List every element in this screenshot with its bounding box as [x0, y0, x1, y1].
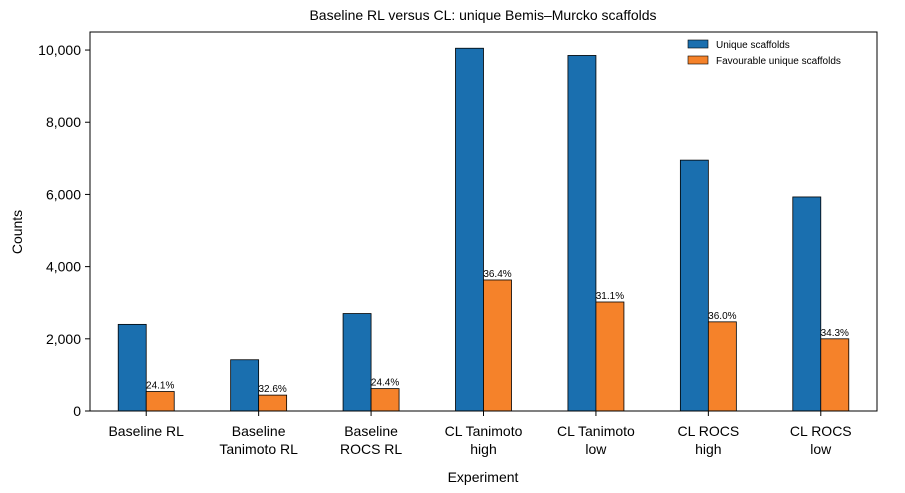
x-tick-label-line: Baseline [232, 423, 286, 439]
x-tick-label-0: Baseline RL [108, 423, 184, 439]
x-tick-label-line: high [470, 441, 496, 457]
bar-favourable-6 [820, 338, 850, 412]
legend: Unique scaffolds Favourable unique scaffo… [687, 39, 841, 67]
data-label-6: 34.3% [821, 328, 849, 339]
data-label-1: 32.6% [258, 384, 286, 395]
x-tick-label-line: Baseline RL [108, 423, 184, 439]
x-tick-label-line: CL Tanimoto [445, 423, 523, 439]
legend-swatch-1 [687, 55, 709, 65]
x-tick-label-2: Baseline ROCS RL [340, 423, 402, 457]
data-label-3: 36.4% [483, 269, 511, 280]
y-tick-label-4: 8,000 [46, 114, 81, 130]
y-tick-label-1: 2,000 [46, 331, 81, 347]
bar-favourable-3 [483, 279, 512, 412]
bar-unique-1 [230, 359, 260, 412]
bar-favourable-2 [370, 388, 400, 412]
bar-unique-6 [792, 196, 822, 412]
y-tick-label-0: 0 [73, 403, 81, 419]
x-tick-label-6: CL ROCS low [790, 423, 852, 457]
bar-favourable-0 [145, 391, 175, 412]
y-tick-label-2: 4,000 [46, 259, 81, 275]
bar-favourable-4 [595, 301, 625, 412]
x-tick-label-line: CL ROCS [677, 423, 739, 439]
bar-unique-2 [342, 313, 372, 412]
x-tick-label-5: CL ROCS high [677, 423, 739, 457]
chart-title: Baseline RL versus CL: unique Bemis–Murc… [309, 7, 656, 23]
bar-favourable-5 [707, 321, 737, 412]
data-label-5: 36.0% [708, 311, 736, 322]
x-tick-label-line: ROCS RL [340, 441, 402, 457]
bar-unique-3 [455, 47, 484, 412]
x-tick-label-3: CL Tanimoto high [445, 423, 523, 457]
legend-swatch-0 [687, 39, 709, 49]
legend-label-0: Unique scaffolds [716, 40, 790, 51]
x-tick-label-line: CL Tanimoto [557, 423, 635, 439]
x-tick-label-line: low [810, 441, 832, 457]
x-tick-label-4: CL Tanimoto low [557, 423, 635, 457]
x-tick-label-line: low [585, 441, 607, 457]
bar-unique-0 [117, 323, 147, 412]
x-tick-label-line: Baseline [344, 423, 398, 439]
y-tick-label-5: 10,000 [38, 42, 81, 58]
y-axis-label: Counts [9, 210, 25, 254]
bar-unique-4 [567, 55, 597, 412]
x-axis-label: Experiment [448, 469, 519, 485]
data-label-2: 24.4% [371, 378, 399, 389]
bar-favourable-1 [258, 394, 288, 412]
plot-area: 24.1% 32.6% 24.4% 36.4% 31.1% 36.0% 34.3% 0 2,00… [38, 31, 878, 457]
data-label-4: 31.1% [596, 291, 624, 302]
x-tick-label-line: CL ROCS [790, 423, 852, 439]
x-tick-label-1: Baseline Tanimoto RL [219, 423, 298, 457]
y-tick-label-3: 6,000 [46, 186, 81, 202]
x-tick-label-line: high [695, 441, 721, 457]
data-label-0: 24.1% [146, 381, 174, 392]
bar-unique-5 [679, 159, 709, 412]
x-tick-label-line: Tanimoto RL [219, 441, 298, 457]
legend-label-1: Favourable unique scaffolds [716, 56, 841, 67]
